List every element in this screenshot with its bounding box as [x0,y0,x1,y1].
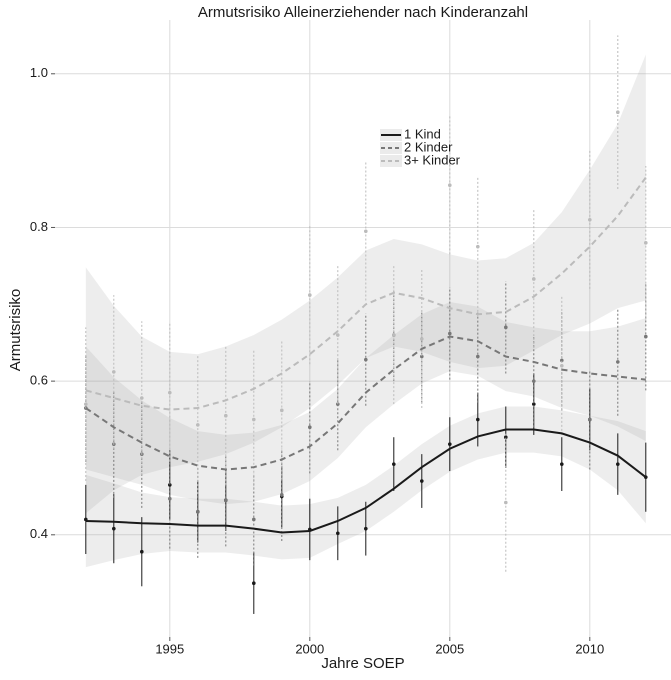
data-point [448,331,452,336]
data-point [560,358,564,363]
data-point [420,354,424,359]
data-point [448,183,452,187]
data-point [112,526,116,531]
data-point [392,333,396,337]
data-point [308,425,312,430]
data-point [168,483,172,487]
y-axis-label: Armutsrisiko [7,289,24,372]
data-point [504,325,508,330]
data-point [588,217,592,222]
legend-label: 1 Kind [404,126,441,141]
data-point [616,360,620,364]
data-point [504,500,508,505]
data-point [308,293,312,297]
data-point [644,334,648,339]
lines [85,176,647,534]
x-tick-label: 1995 [155,641,184,656]
y-tick-label: 1.0 [30,65,48,80]
smooth-line [85,335,646,471]
y-tick-label: 0.4 [30,526,48,541]
data-point [588,417,592,422]
data-point [476,417,480,422]
smooth-line [85,176,647,411]
x-tick-label: 2000 [295,641,324,656]
data-point [532,402,536,406]
data-point [196,423,200,427]
data-point [224,413,228,418]
data-point [224,498,228,503]
data-point [560,363,564,368]
data-point [364,229,368,234]
data-point [392,462,396,466]
data-point [252,417,256,422]
legend-label: 3+ Kinder [404,152,461,167]
data-point [644,241,648,245]
smooth-line [85,428,647,534]
data-point [476,244,480,249]
data-point [616,462,620,466]
data-point [364,526,368,531]
data-point [364,357,368,362]
data-point [252,517,256,522]
data-point [616,110,620,115]
chart-title: Armutsrisiko Alleinerziehender nach Kind… [198,4,528,21]
data-point [336,402,340,406]
data-point [420,479,424,483]
data-point [560,462,564,466]
legend-label: 2 Kinder [404,139,453,154]
data-point [448,442,452,446]
data-point [532,379,536,383]
y-tick-label: 0.8 [30,219,48,234]
x-tick-label: 2005 [435,641,464,656]
data-point [476,354,480,359]
data-point [420,337,424,341]
data-point [168,390,172,395]
y-tick-label: 0.6 [30,373,48,388]
data-point [336,531,340,536]
data-point [252,581,256,586]
x-tick-label: 2010 [575,641,604,656]
error-bars [84,35,648,614]
data-point [84,402,88,406]
data-point [140,549,144,554]
data-point [168,496,172,501]
data-point [140,396,144,400]
data-point [532,277,536,281]
data-point [196,509,200,514]
data-point [336,333,340,337]
data-point [112,370,116,374]
data-point [280,408,284,413]
data-point [504,435,508,440]
x-axis-label: Jahre SOEP [321,655,404,672]
data-point [280,493,284,497]
